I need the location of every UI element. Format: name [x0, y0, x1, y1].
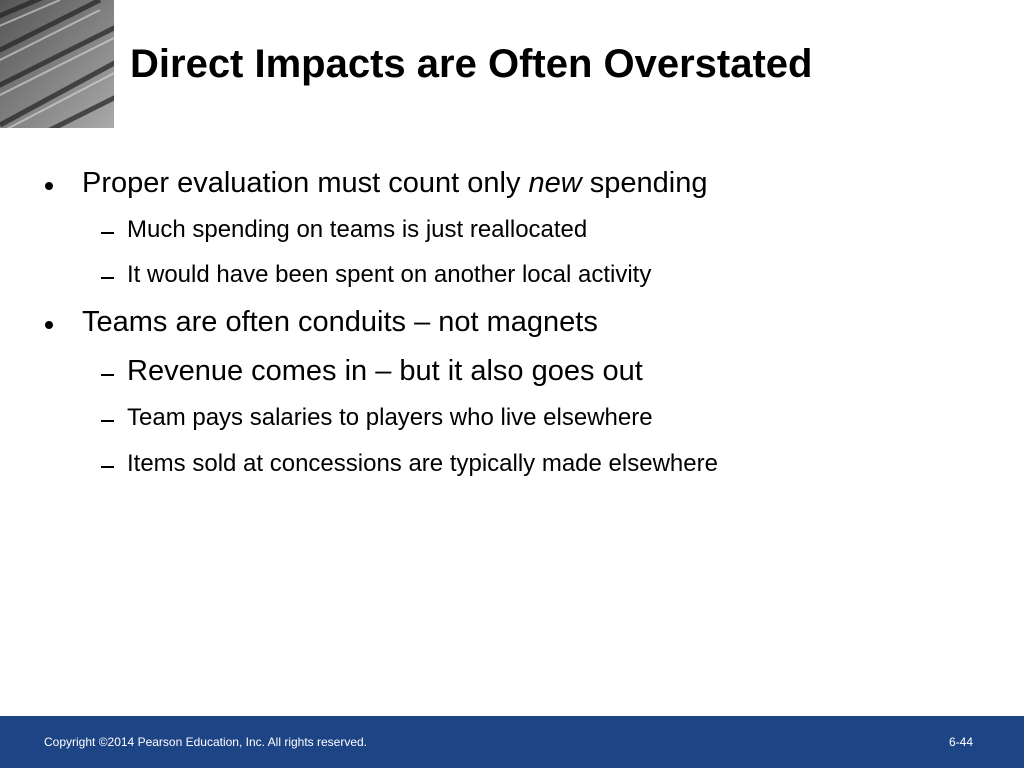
- sub-bullet: Revenue comes in – but it also goes out: [127, 355, 643, 387]
- bullet: [45, 182, 53, 190]
- sub-bullet: Items sold at concessions are typically …: [127, 450, 718, 477]
- dash: [101, 420, 114, 422]
- page-number: 6-44: [949, 735, 974, 749]
- copyright: Copyright ©2014 Pearson Education, Inc. …: [44, 735, 368, 749]
- sub-bullet: Much spending on teams is just reallocat…: [127, 216, 588, 243]
- dash: [101, 232, 114, 234]
- dash: [101, 277, 114, 279]
- footer: Copyright ©2014 Pearson Education, Inc. …: [0, 716, 1024, 768]
- sub-bullet: Team pays salaries to players who live e…: [127, 404, 653, 431]
- bullet: [45, 321, 53, 329]
- seats-photo: [0, 0, 114, 128]
- bullet-text: Teams are often conduits – not magnets: [82, 306, 598, 338]
- dash: [101, 374, 114, 376]
- emphasis: new: [528, 167, 582, 199]
- dash: [101, 466, 114, 468]
- text: spending: [581, 167, 708, 199]
- text: Proper evaluation must count only: [82, 167, 529, 199]
- sub-bullet: It would have been spent on another loca…: [127, 261, 652, 288]
- title: Direct Impacts are Often Overstated: [130, 42, 813, 86]
- bullet-text: Proper evaluation must count only new sp…: [82, 167, 708, 200]
